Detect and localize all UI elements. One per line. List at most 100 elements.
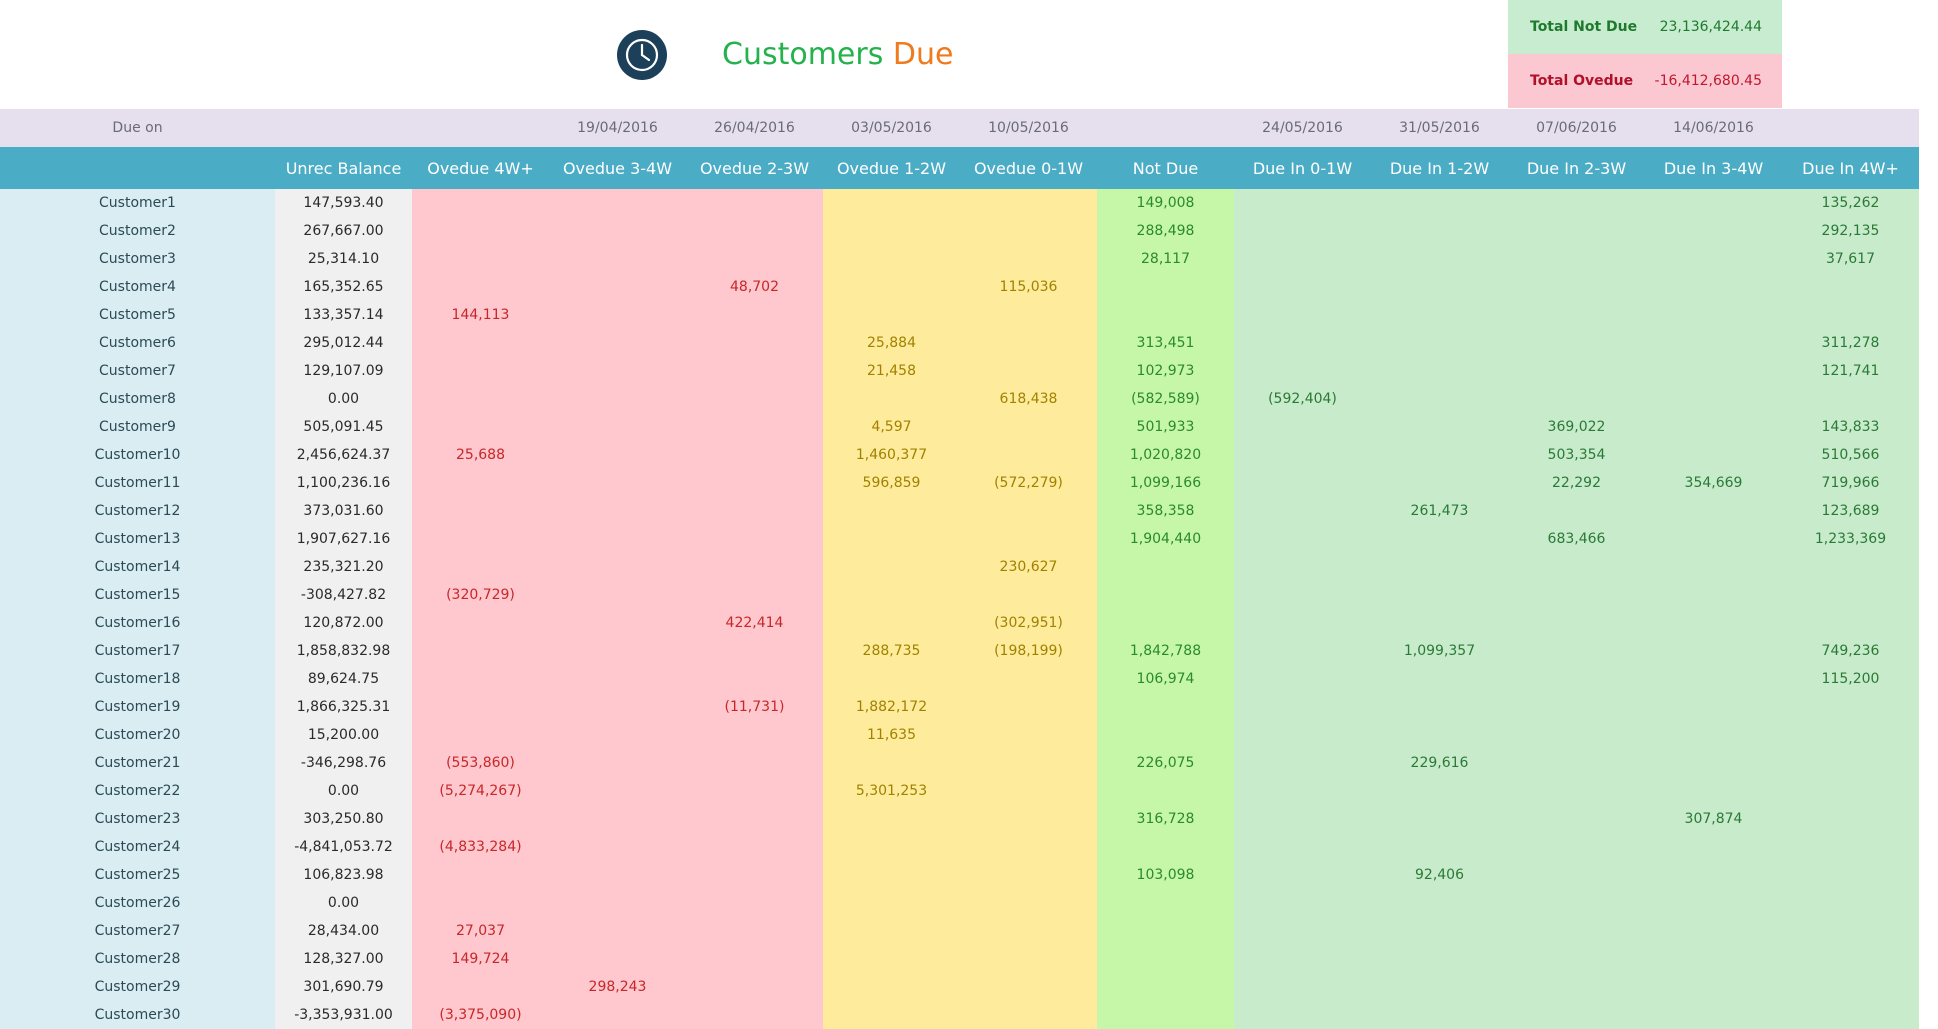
table-cell[interactable] [823,861,960,889]
table-cell[interactable] [1508,497,1645,525]
table-cell[interactable] [1508,973,1645,1001]
table-cell[interactable] [549,665,686,693]
table-cell[interactable]: 149,724 [412,945,549,973]
table-cell[interactable]: (3,375,090) [412,1001,549,1029]
table-cell[interactable] [1234,189,1371,217]
table-cell[interactable]: 618,438 [960,385,1097,413]
table-cell[interactable] [1234,329,1371,357]
table-cell[interactable]: (582,589) [1097,385,1234,413]
table-cell[interactable]: 1,858,832.98 [275,637,412,665]
table-cell[interactable] [549,833,686,861]
table-cell[interactable] [686,945,823,973]
table-cell[interactable] [686,665,823,693]
column-header-10[interactable]: Due In 2-3W [1508,147,1645,189]
table-cell[interactable] [1371,805,1508,833]
table-cell[interactable]: 503,354 [1508,441,1645,469]
table-cell[interactable]: -3,353,931.00 [275,1001,412,1029]
table-cell[interactable] [1508,917,1645,945]
table-cell[interactable]: (5,274,267) [412,777,549,805]
table-cell[interactable] [686,441,823,469]
table-cell[interactable] [960,665,1097,693]
table-cell[interactable] [1645,413,1782,441]
table-cell[interactable] [686,301,823,329]
table-cell[interactable] [549,805,686,833]
table-cell[interactable] [960,1001,1097,1029]
table-cell[interactable] [823,1001,960,1029]
column-header-9[interactable]: Due In 1-2W [1371,147,1508,189]
table-cell[interactable] [1371,777,1508,805]
table-cell[interactable] [1234,273,1371,301]
table-cell[interactable]: 28,434.00 [275,917,412,945]
table-cell[interactable] [960,721,1097,749]
table-cell[interactable] [1234,721,1371,749]
table-cell[interactable] [1645,665,1782,693]
customer-name-cell[interactable]: Customer29 [0,973,275,1001]
column-header-1[interactable]: Unrec Balance [275,147,412,189]
table-cell[interactable] [549,441,686,469]
table-cell[interactable] [549,889,686,917]
table-cell[interactable] [960,889,1097,917]
table-cell[interactable] [1097,721,1234,749]
table-cell[interactable]: 1,866,325.31 [275,693,412,721]
table-cell[interactable] [412,973,549,1001]
table-cell[interactable] [1508,665,1645,693]
table-cell[interactable]: (198,199) [960,637,1097,665]
table-cell[interactable] [1371,329,1508,357]
customer-name-cell[interactable]: Customer18 [0,665,275,693]
table-cell[interactable] [960,245,1097,273]
table-cell[interactable]: 143,833 [1782,413,1919,441]
table-cell[interactable] [549,1001,686,1029]
table-cell[interactable] [1645,301,1782,329]
table-cell[interactable] [1097,301,1234,329]
customer-name-cell[interactable]: Customer5 [0,301,275,329]
table-cell[interactable] [823,973,960,1001]
customer-name-cell[interactable]: Customer30 [0,1001,275,1029]
customer-name-cell[interactable]: Customer4 [0,273,275,301]
table-cell[interactable] [1234,889,1371,917]
table-cell[interactable]: 28,117 [1097,245,1234,273]
table-cell[interactable] [412,385,549,413]
column-header-11[interactable]: Due In 3-4W [1645,147,1782,189]
table-cell[interactable] [1782,917,1919,945]
table-cell[interactable] [549,469,686,497]
customer-name-cell[interactable]: Customer10 [0,441,275,469]
table-cell[interactable] [1097,945,1234,973]
table-cell[interactable] [823,525,960,553]
table-cell[interactable] [1508,833,1645,861]
table-cell[interactable]: 2,456,624.37 [275,441,412,469]
table-cell[interactable] [823,553,960,581]
table-cell[interactable] [1645,273,1782,301]
table-cell[interactable] [1508,357,1645,385]
table-cell[interactable] [549,525,686,553]
table-cell[interactable] [412,189,549,217]
table-cell[interactable]: -4,841,053.72 [275,833,412,861]
column-header-2[interactable]: Ovedue 4W+ [412,147,549,189]
table-cell[interactable]: 123,689 [1782,497,1919,525]
table-cell[interactable]: 1,100,236.16 [275,469,412,497]
table-cell[interactable] [412,357,549,385]
table-cell[interactable] [1371,441,1508,469]
table-cell[interactable] [1508,945,1645,973]
table-cell[interactable] [1371,581,1508,609]
table-cell[interactable] [1097,1001,1234,1029]
table-cell[interactable]: 0.00 [275,385,412,413]
table-cell[interactable] [686,469,823,497]
table-cell[interactable] [1645,357,1782,385]
table-cell[interactable] [549,413,686,441]
table-cell[interactable] [960,581,1097,609]
table-cell[interactable] [549,217,686,245]
table-cell[interactable]: 298,243 [549,973,686,1001]
table-cell[interactable] [1097,833,1234,861]
table-cell[interactable] [1782,861,1919,889]
table-cell[interactable] [549,245,686,273]
table-cell[interactable] [1782,945,1919,973]
table-cell[interactable] [686,357,823,385]
column-header-customer[interactable] [0,147,275,189]
customer-name-cell[interactable]: Customer7 [0,357,275,385]
table-cell[interactable] [1782,609,1919,637]
table-cell[interactable] [1234,917,1371,945]
table-cell[interactable] [1645,1001,1782,1029]
table-cell[interactable] [1645,581,1782,609]
table-cell[interactable]: 1,233,369 [1782,525,1919,553]
table-cell[interactable]: 15,200.00 [275,721,412,749]
